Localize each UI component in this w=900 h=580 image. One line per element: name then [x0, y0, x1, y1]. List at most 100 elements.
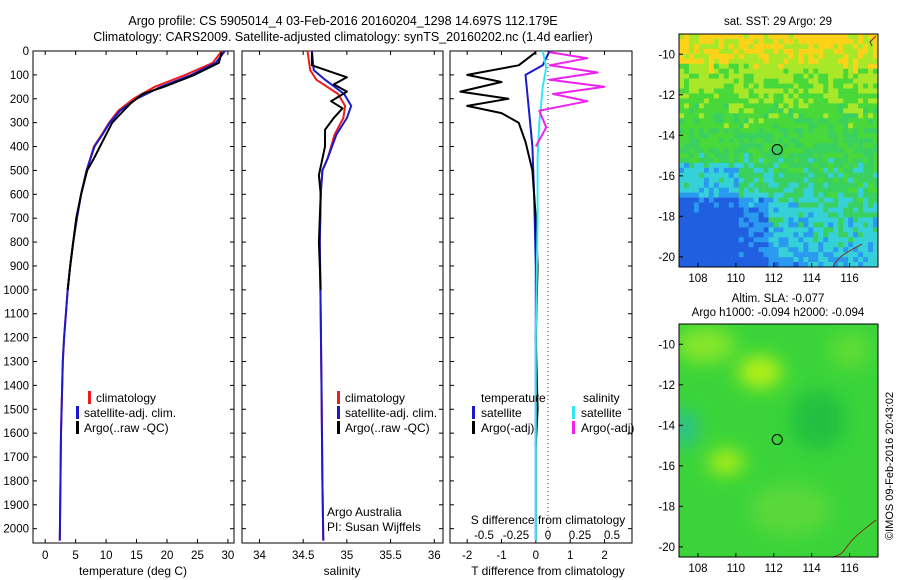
- sst-cell: [843, 167, 849, 174]
- x-tick-label: 2: [601, 550, 607, 562]
- sst-cell: [798, 197, 804, 203]
- sst-cell: [858, 128, 864, 134]
- sst-cell: [813, 88, 819, 94]
- sst-cell: [703, 34, 710, 40]
- sst-cell: [828, 38, 834, 45]
- sst-cell: [858, 43, 864, 50]
- sst-cell: [873, 172, 878, 179]
- sst-cell: [848, 138, 854, 144]
- sst-cell: [768, 257, 774, 263]
- sst-cell: [838, 103, 844, 109]
- sst-cell: [688, 43, 695, 50]
- salinity-xlabel: salinity: [324, 564, 361, 578]
- sst-cell: [733, 128, 739, 134]
- sst-cell: [868, 162, 874, 169]
- sst-cell: [693, 38, 700, 45]
- sst-cell: [718, 242, 725, 248]
- sst-cell: [713, 103, 720, 109]
- sst-cell: [823, 257, 829, 263]
- sst-cell: [693, 232, 700, 238]
- sst-cell: [748, 152, 754, 159]
- sst-cell: [863, 58, 869, 65]
- sst-cell: [778, 217, 784, 223]
- sst-cell: [828, 93, 834, 99]
- sst-cell: [763, 113, 769, 119]
- sst-cell: [783, 133, 789, 139]
- sst-cell: [738, 157, 744, 164]
- sst-cell: [693, 43, 700, 50]
- sst-cell: [778, 118, 784, 124]
- lat-tick-label: -14: [658, 130, 675, 142]
- sst-cell: [748, 237, 754, 243]
- sst-cell: [798, 113, 804, 119]
- sst-cell: [773, 43, 779, 50]
- sst-cell: [788, 177, 794, 184]
- sst-cell: [748, 34, 754, 40]
- sst-cell: [808, 237, 814, 243]
- sst-cell: [793, 177, 799, 184]
- sst-cell: [733, 118, 739, 124]
- sst-cell: [723, 123, 730, 129]
- sst-cell: [823, 73, 829, 79]
- sst-cell: [863, 187, 869, 193]
- sst-cell: [848, 68, 854, 74]
- sst-cell: [783, 78, 789, 84]
- sst-cell: [808, 192, 814, 198]
- sst-cell: [748, 172, 754, 179]
- sst-cell: [823, 58, 829, 65]
- sst-cell: [748, 78, 754, 84]
- sst-cell: [728, 68, 735, 74]
- sst-cell: [758, 118, 764, 124]
- sst-cell: [743, 38, 749, 45]
- sst-cell: [733, 133, 739, 139]
- sst-cell: [783, 177, 789, 184]
- sst-cell: [693, 88, 700, 94]
- sst-cell: [733, 53, 739, 60]
- sst-cell: [838, 118, 844, 124]
- sst-cell: [873, 63, 878, 69]
- sst-cell: [683, 63, 690, 69]
- sst-cell: [679, 83, 685, 89]
- sst-cell: [833, 38, 839, 45]
- sst-cell: [763, 148, 769, 154]
- sst-cell: [688, 88, 695, 94]
- sst-cell: [763, 247, 769, 253]
- sst-cell: [783, 182, 789, 188]
- sst-cell: [723, 63, 730, 69]
- sst-cell: [818, 162, 824, 169]
- sst-cell: [858, 162, 864, 169]
- sst-cell: [738, 252, 744, 258]
- sst-cell: [808, 157, 814, 164]
- sst-cell: [763, 222, 769, 228]
- sst-cell: [868, 43, 874, 50]
- sst-cell: [708, 197, 715, 203]
- sst-cell: [703, 93, 710, 99]
- sst-cell: [743, 98, 749, 104]
- sst-cell: [728, 103, 735, 109]
- sst-cell: [683, 78, 690, 84]
- sst-cell: [683, 207, 690, 213]
- sst-cell: [763, 202, 769, 208]
- sst-cell: [748, 262, 754, 267]
- sst-cell: [758, 152, 764, 159]
- sst-cell: [783, 172, 789, 179]
- sst-cell: [818, 138, 824, 144]
- sla-mid: [830, 332, 870, 368]
- sst-cell: [763, 83, 769, 89]
- sst-cell: [753, 138, 759, 144]
- sst-cell: [743, 207, 749, 213]
- sst-cell: [783, 207, 789, 213]
- sst-cell: [713, 78, 720, 84]
- sst-cell: [838, 232, 844, 238]
- sst-cell: [708, 167, 715, 174]
- sst-cell: [873, 152, 878, 159]
- sst-cell: [803, 152, 809, 159]
- sst-cell: [873, 207, 878, 213]
- lon-tick-label: 108: [688, 273, 707, 285]
- sst-cell: [728, 128, 735, 134]
- sst-cell: [848, 262, 854, 267]
- sst-cell: [828, 247, 834, 253]
- sst-cell: [788, 98, 794, 104]
- sst-cell: [773, 212, 779, 218]
- sst-cell: [808, 34, 814, 40]
